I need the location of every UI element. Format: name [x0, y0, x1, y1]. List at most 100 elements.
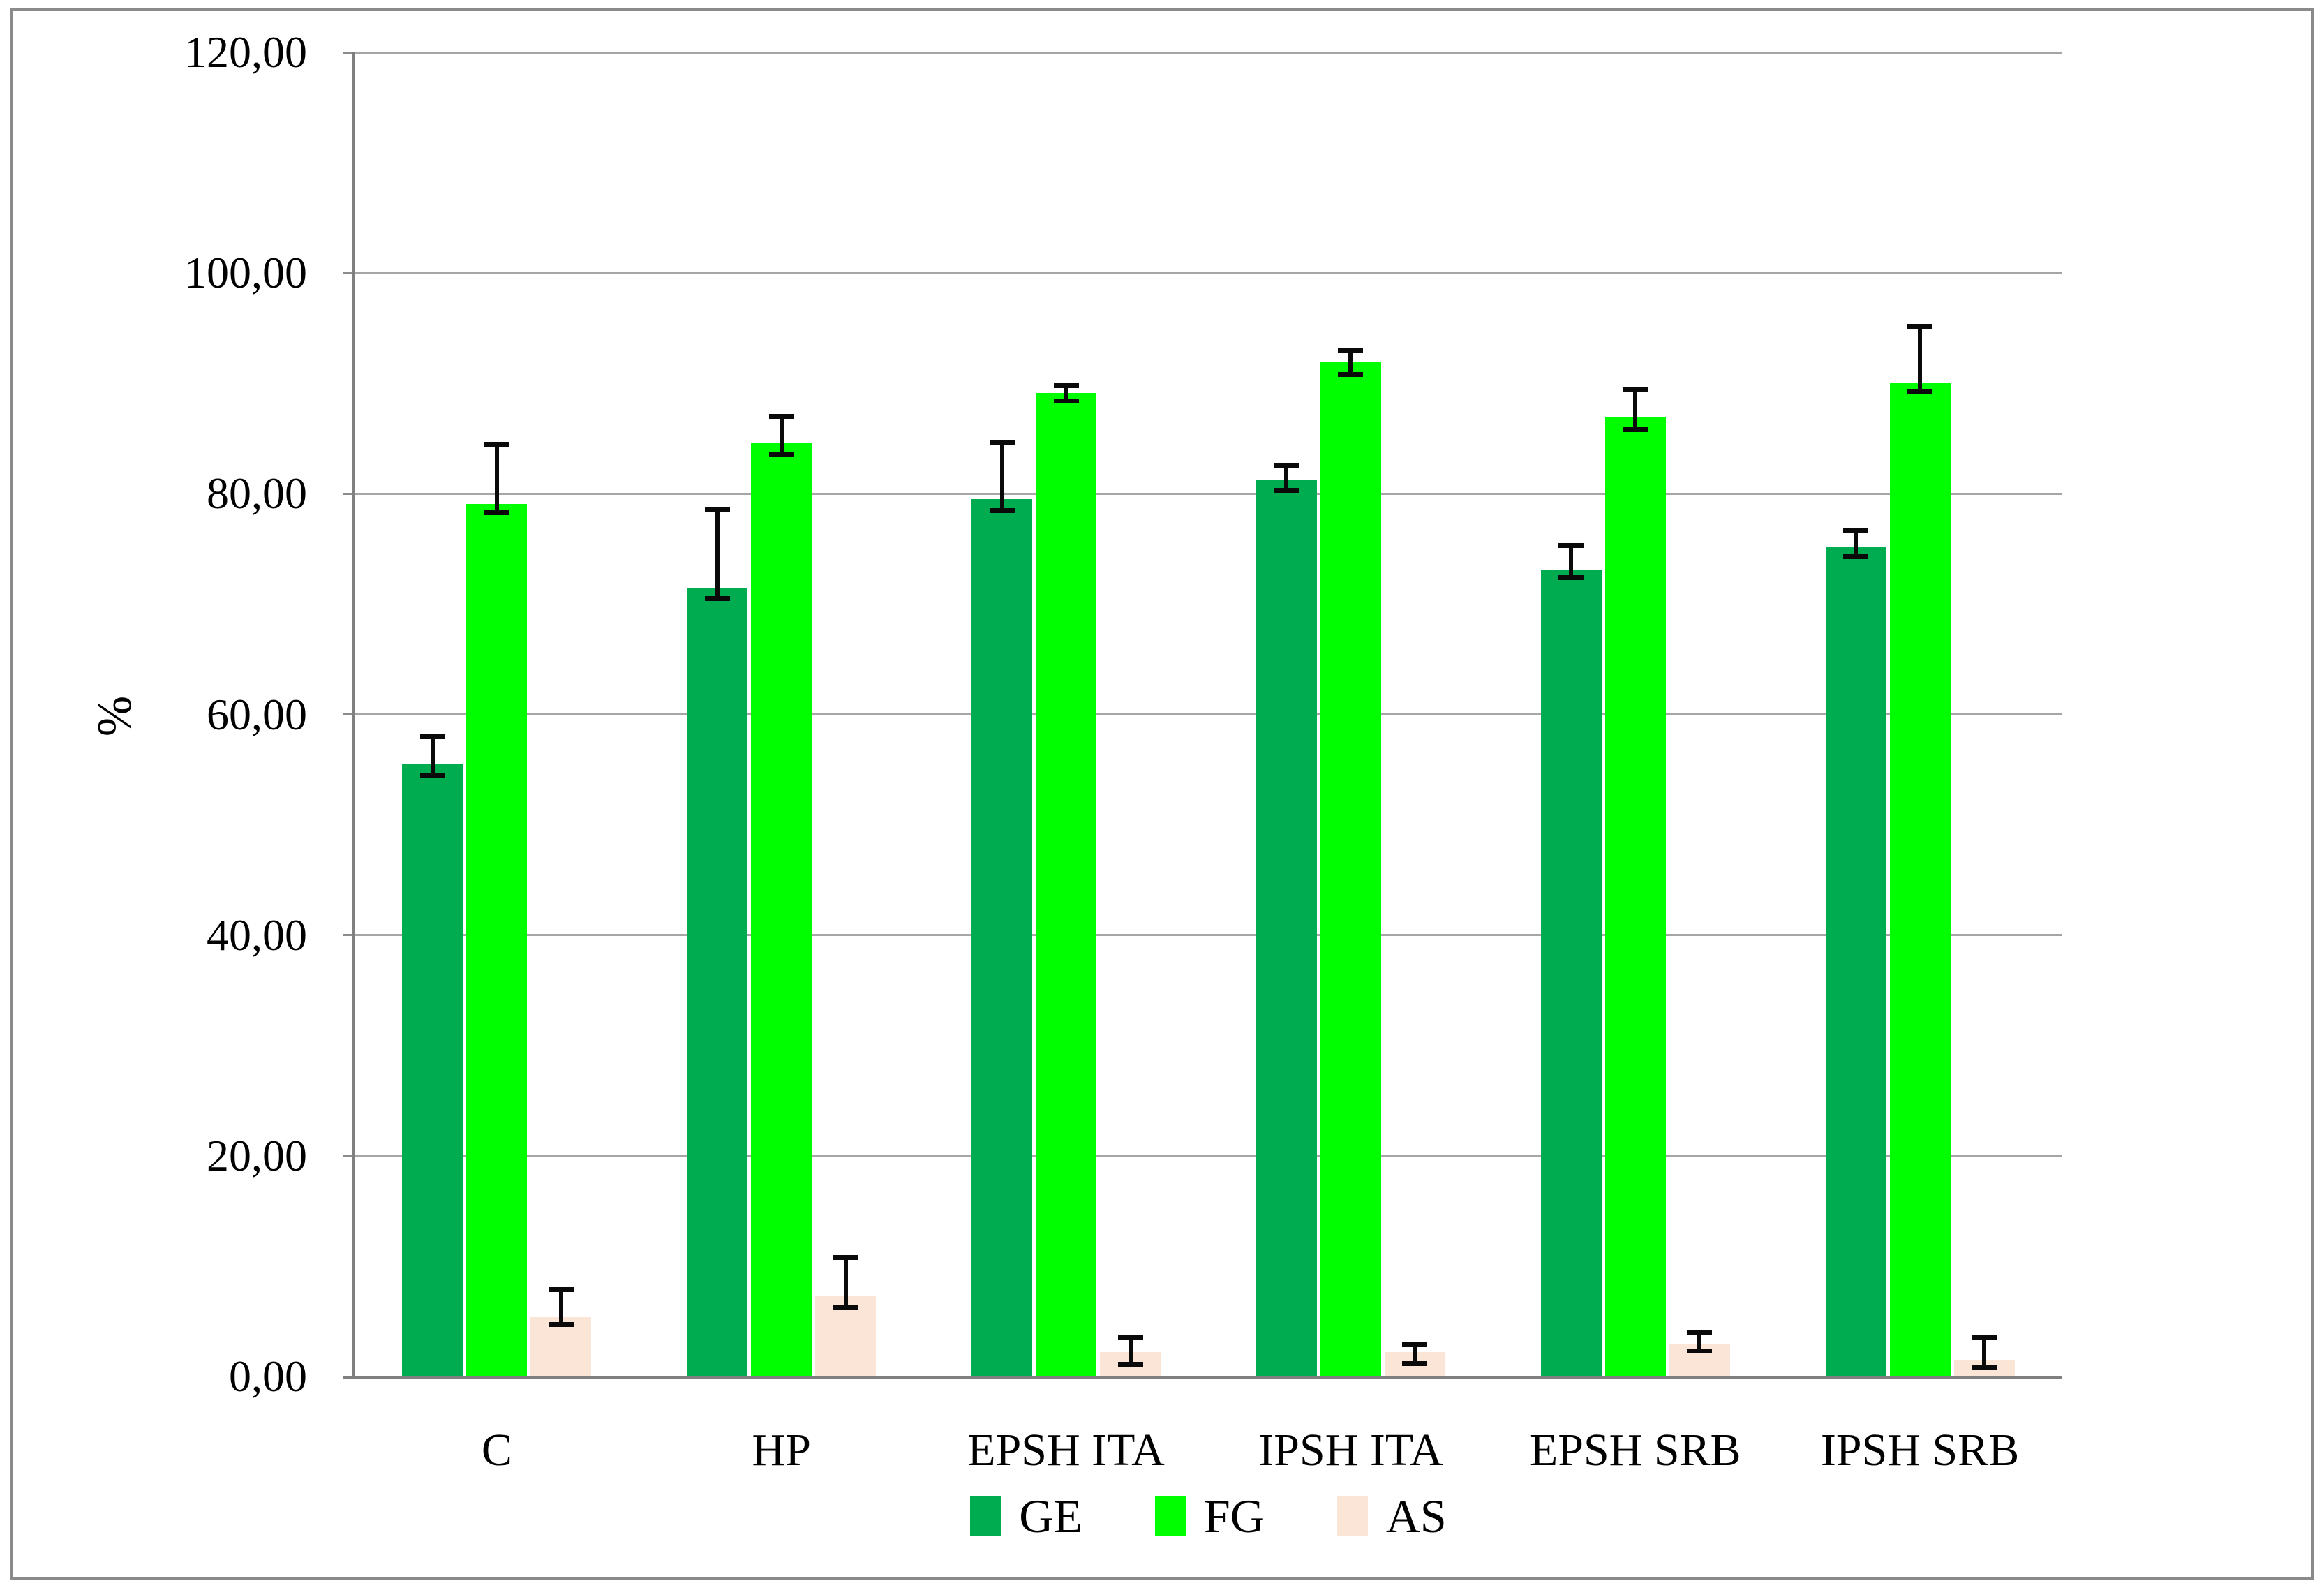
error-bar-FG-IPSH-SRB [1918, 326, 1923, 392]
error-bar-cap-high [1907, 323, 1933, 329]
error-bar-GE-HP [715, 509, 720, 599]
error-bar-cap-low [989, 507, 1015, 513]
legend-label-GE: GE [1019, 1490, 1082, 1543]
error-bar-cap-low [1338, 372, 1364, 378]
error-bar-cap-high [989, 439, 1015, 445]
bar-FG-EPSH-SRB [1604, 417, 1666, 1376]
error-bar-cap-low [833, 1305, 858, 1311]
y-tick-label-60: 60,00 [207, 689, 307, 739]
y-axis-tick-120 [343, 51, 355, 54]
error-bar-cap-high [1402, 1342, 1428, 1347]
error-bar-GE-IPSH-ITA [1284, 466, 1289, 491]
bar-FG-IPSH-ITA [1320, 362, 1381, 1376]
error-bar-FG-EPSH-ITA [1064, 385, 1068, 401]
error-bar-cap-low [768, 451, 794, 457]
gridline-60 [355, 713, 2062, 715]
y-tick-label-120: 120,00 [184, 27, 307, 77]
error-bar-AS-IPSH-ITA [1413, 1344, 1417, 1363]
y-axis-tick-100 [343, 272, 355, 274]
gridline-120 [355, 51, 2062, 54]
bar-FG-IPSH-SRB [1889, 382, 1951, 1376]
error-bar-AS-HP [843, 1257, 848, 1308]
gridline-80 [355, 492, 2062, 495]
error-bar-cap-high [419, 734, 445, 739]
error-bar-AS-EPSH-ITA [1128, 1337, 1133, 1365]
bar-FG-C [466, 503, 528, 1376]
x-axis-line [343, 1376, 2062, 1379]
error-bar-GE-C [430, 736, 435, 776]
y-tick-label-40: 40,00 [207, 910, 307, 960]
error-bar-cap-low [1907, 388, 1933, 394]
error-bar-cap-high [1687, 1330, 1713, 1335]
y-tick-label-100: 100,00 [184, 248, 307, 298]
error-bar-FG-EPSH-SRB [1633, 389, 1638, 430]
y-axis-title: % [88, 695, 142, 737]
legend-swatch-GE [970, 1496, 1001, 1536]
error-bar-cap-low [704, 596, 730, 601]
x-label-EPSH-ITA: EPSH ITA [967, 1425, 1165, 1476]
bar-GE-C [402, 764, 463, 1376]
error-bar-cap-high [1623, 386, 1648, 392]
bar-FG-HP [751, 443, 812, 1376]
legend-item-GE: GE [970, 1481, 1082, 1551]
x-label-C: C [481, 1425, 512, 1476]
y-tick-label-80: 80,00 [207, 468, 307, 519]
bar-GE-EPSH-ITA [971, 499, 1033, 1376]
error-bar-GE-EPSH-SRB [1569, 545, 1574, 578]
y-axis-tick-60 [343, 713, 355, 715]
error-bar-GE-IPSH-SRB [1854, 530, 1859, 557]
error-bar-cap-low [1274, 488, 1299, 494]
error-bar-FG-IPSH-ITA [1348, 350, 1353, 375]
error-bar-cap-high [548, 1286, 574, 1292]
error-bar-GE-EPSH-ITA [999, 442, 1004, 511]
y-axis-tick-80 [343, 492, 355, 495]
error-bar-cap-high [768, 414, 794, 420]
bar-GE-EPSH-SRB [1540, 570, 1602, 1376]
error-bar-cap-high [1558, 543, 1584, 549]
error-bar-cap-high [484, 441, 509, 447]
legend-label-AS: AS [1385, 1490, 1447, 1543]
error-bar-cap-high [1338, 348, 1364, 353]
error-bar-cap-low [1402, 1360, 1428, 1366]
error-bar-cap-low [484, 510, 509, 515]
bar-FG-EPSH-ITA [1036, 393, 1097, 1376]
legend-swatch-FG [1154, 1496, 1186, 1536]
error-bar-cap-low [1972, 1365, 1997, 1370]
error-bar-AS-IPSH-SRB [1982, 1337, 1987, 1368]
legend-label-FG: FG [1203, 1490, 1265, 1543]
y-tick-label-0: 0,00 [229, 1351, 307, 1401]
legend-item-AS: AS [1336, 1481, 1447, 1551]
error-bar-cap-high [704, 506, 730, 512]
legend-item-FG: FG [1154, 1481, 1265, 1551]
figure-border [10, 8, 2314, 1580]
error-bar-FG-C [494, 444, 499, 513]
legend: GE FG AS [355, 1481, 2062, 1551]
bar-GE-IPSH-ITA [1256, 480, 1317, 1376]
error-bar-cap-high [1274, 463, 1299, 469]
error-bar-AS-C [558, 1289, 563, 1325]
error-bar-cap-low [1623, 427, 1648, 433]
x-label-HP: HP [752, 1425, 811, 1476]
error-bar-cap-low [419, 772, 445, 778]
error-bar-cap-high [833, 1254, 858, 1260]
gridline-20 [355, 1155, 2062, 1157]
error-bar-cap-low [1687, 1349, 1713, 1354]
gridline-40 [355, 934, 2062, 937]
error-bar-cap-low [1843, 554, 1869, 559]
y-axis-tick-20 [343, 1155, 355, 1157]
x-label-IPSH-SRB: IPSH SRB [1820, 1425, 2020, 1476]
y-axis-line [352, 52, 355, 1379]
y-axis-tick-40 [343, 934, 355, 937]
x-label-IPSH-ITA: IPSH ITA [1258, 1425, 1443, 1476]
bar-GE-HP [687, 587, 748, 1376]
x-label-EPSH-SRB: EPSH SRB [1529, 1425, 1741, 1476]
error-bar-FG-HP [779, 416, 784, 454]
error-bar-cap-low [1117, 1362, 1143, 1367]
error-bar-cap-low [548, 1322, 574, 1328]
error-bar-AS-EPSH-SRB [1697, 1332, 1702, 1351]
error-bar-cap-low [1053, 399, 1079, 404]
error-bar-cap-high [1053, 383, 1079, 388]
error-bar-cap-high [1972, 1334, 1997, 1340]
y-tick-label-20: 20,00 [207, 1130, 307, 1180]
